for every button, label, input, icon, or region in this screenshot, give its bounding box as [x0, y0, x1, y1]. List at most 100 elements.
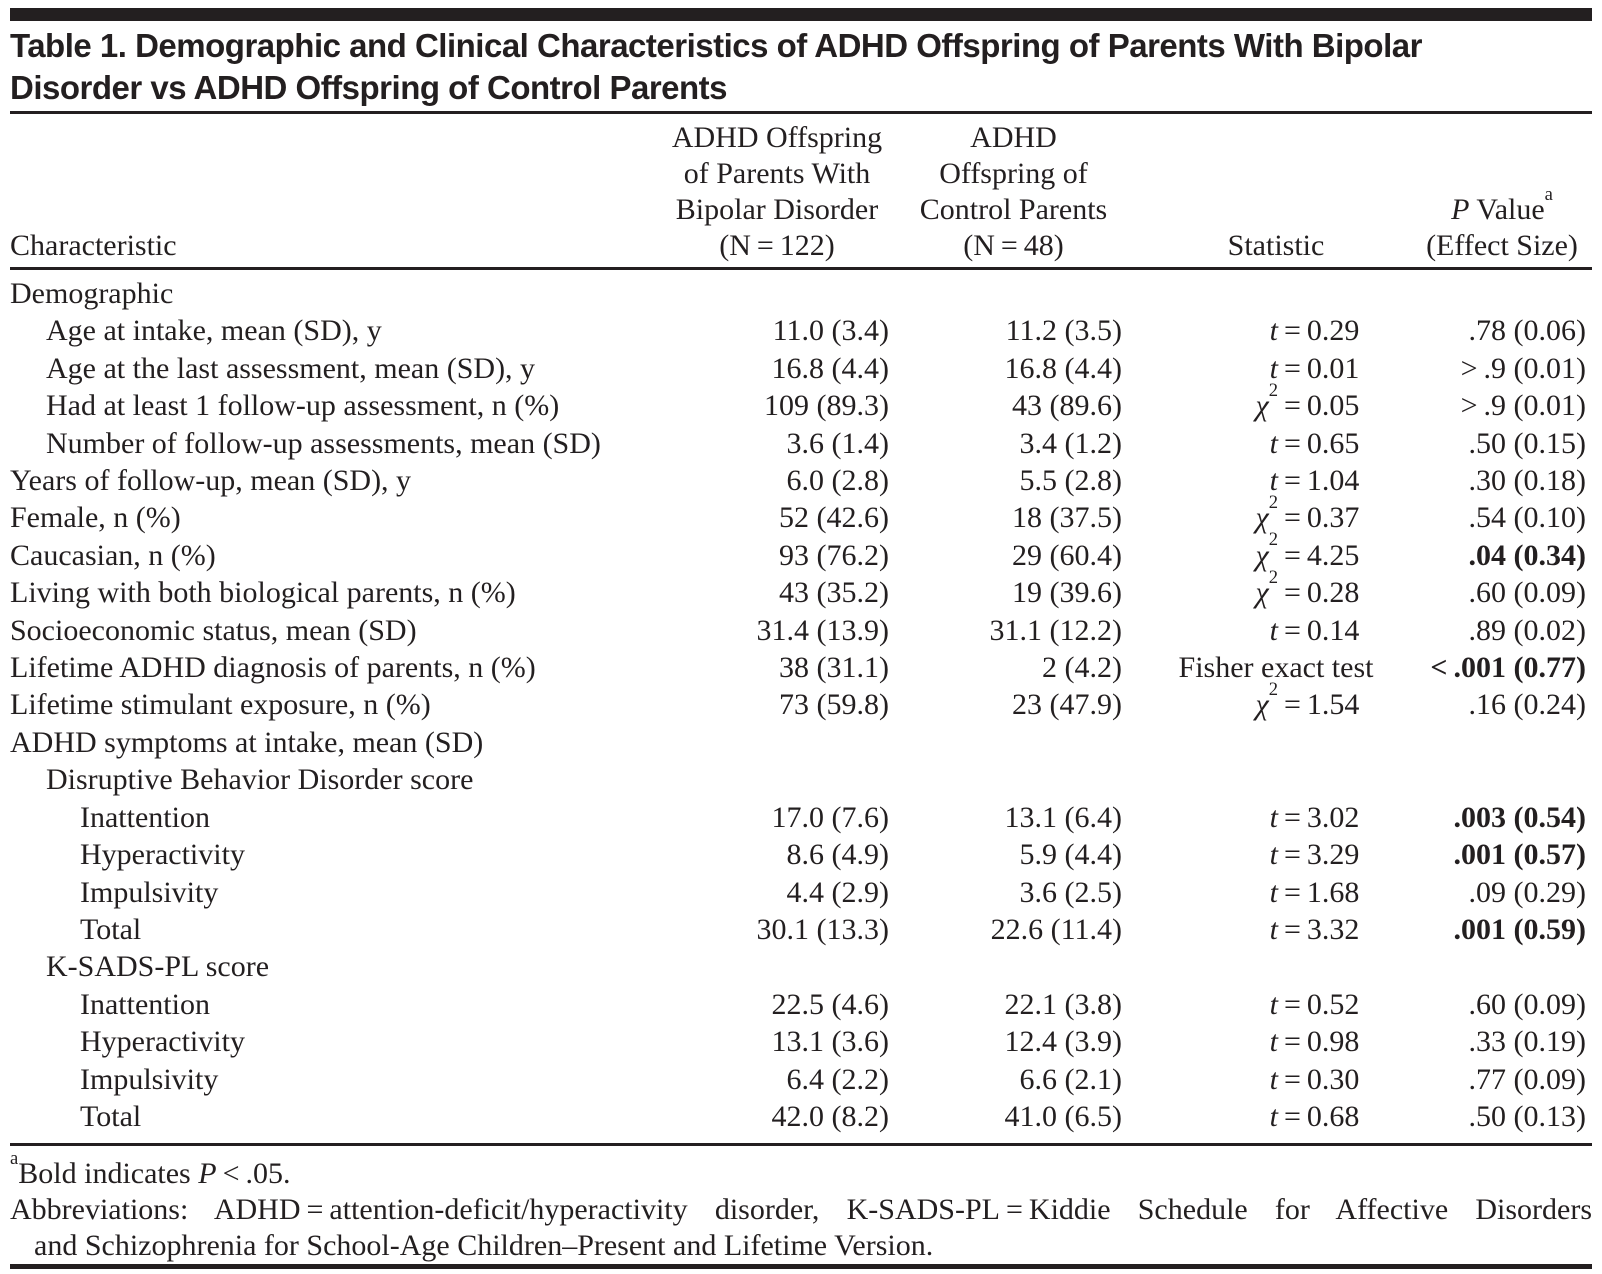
control-value: [905, 269, 1140, 313]
table-row: Age at the last assessment, mean (SD), y…: [10, 350, 1592, 387]
table-row: Impulsivity 4.4 (2.9) 3.6 (2.5) t = 1.68 .09…: [10, 874, 1592, 911]
statistic-value: [1140, 269, 1412, 313]
row-label: Number of follow-up assessments, mean (S…: [46, 426, 601, 460]
control-value: 5.5 (2.8): [1019, 464, 1122, 498]
bipolar-value: 38 (31.1): [779, 651, 889, 685]
chi-squared-exponent: 2: [1268, 679, 1278, 701]
p-value: .003 (0.54): [1453, 800, 1586, 834]
p-value: .50 (0.15): [1468, 426, 1586, 460]
footnote-a-superscript: a: [10, 1147, 19, 1169]
statistic-value: Fisher exact test: [1178, 651, 1374, 685]
control-value: 13.1 (6.4): [1004, 800, 1122, 834]
bipolar-value: 30.1 (13.3): [756, 912, 889, 946]
p-value: > .9 (0.01): [1460, 351, 1586, 385]
bipolar-header-line: Bipolar Disorder: [675, 193, 879, 226]
row-label: Had at least 1 follow-up assessment, n (…: [46, 389, 560, 423]
table-row: Lifetime stimulant exposure, n (%) 73 (59…: [10, 680, 1592, 723]
bipolar-value: 6.4 (2.2): [786, 1062, 889, 1096]
control-value: 16.8 (4.4): [1004, 351, 1122, 385]
table-body: Demographic Age at intake, mean (SD), y 11…: [10, 269, 1592, 1136]
row-label: Lifetime ADHD diagnosis of parents, n (%…: [10, 651, 536, 685]
p-value: [1412, 724, 1592, 761]
statistic-value: t = 0.30: [1269, 1062, 1360, 1096]
control-value: 19 (39.6): [1012, 576, 1122, 610]
col-header-statistic: Statistic: [1140, 114, 1412, 270]
bipolar-value: 52 (42.6): [779, 501, 889, 535]
p-value: .54 (0.10): [1468, 501, 1586, 535]
control-header-line: ADHD: [970, 121, 1057, 154]
p-value: .001 (0.57): [1453, 838, 1586, 872]
row-label: Hyperactivity: [80, 1025, 245, 1059]
row-label: Disruptive Behavior Disorder score: [46, 763, 474, 797]
bipolar-value: 73 (59.8): [779, 688, 889, 722]
row-label: Total: [80, 1099, 142, 1133]
p-value: .60 (0.09): [1468, 576, 1586, 610]
statistic-value: t = 1.68: [1269, 875, 1360, 909]
p-value: .001 (0.59): [1453, 912, 1586, 946]
statistic-value: t = 3.32: [1269, 912, 1360, 946]
bottom-rule: [10, 1264, 1592, 1270]
p-value: .33 (0.19): [1468, 1025, 1586, 1059]
footnotes: aBold indicates P < .05. Abbreviations: …: [10, 1149, 1592, 1264]
row-label: Age at intake, mean (SD), y: [46, 314, 382, 348]
bipolar-value: 6.0 (2.8): [786, 464, 889, 498]
abbreviations-line2: and Schizophrenia for School-Age Childre…: [34, 1229, 934, 1263]
col-header-bipolar-group: ADHD Offspring of Parents With Bipolar D…: [665, 114, 905, 270]
bipolar-value: 11.0 (3.4): [772, 314, 889, 348]
row-label: Years of follow-up, mean (SD), y: [10, 464, 412, 498]
control-value: 31.1 (12.2): [989, 613, 1122, 647]
footnote-abbreviations: Abbreviations: ADHD = attention-deficit/…: [10, 1192, 1592, 1264]
bipolar-value: 43 (35.2): [779, 576, 889, 610]
bipolar-value: 17.0 (7.6): [771, 800, 889, 834]
table-row: Had at least 1 follow-up assessment, n (…: [10, 379, 1592, 424]
statistic-value: χ2 = 0.28: [1255, 566, 1360, 610]
title-rule: [10, 111, 1592, 114]
table-row: Hyperactivity 13.1 (3.6) 12.4 (3.9) t = 0.9…: [10, 1023, 1592, 1060]
control-value: [905, 724, 1140, 761]
table-row: Inattention 17.0 (7.6) 13.1 (6.4) t = 3.02.…: [10, 799, 1592, 836]
footnote-a: aBold indicates P < .05.: [10, 1149, 1592, 1192]
row-label: Impulsivity: [80, 1062, 219, 1096]
statistic-value: [1140, 948, 1412, 985]
control-value: 12.4 (3.9): [1004, 1025, 1122, 1059]
p-value: .60 (0.09): [1468, 987, 1586, 1021]
p-value: .04 (0.34): [1468, 538, 1586, 572]
top-rule: [10, 8, 1592, 21]
col-header-characteristic: Characteristic: [10, 114, 665, 270]
table-row: Demographic: [10, 269, 1592, 313]
bipolar-value: 3.6 (1.4): [786, 426, 889, 460]
statistic-value: t = 0.14: [1269, 613, 1360, 647]
table-row: Caucasian, n (%) 93 (76.2) 29 (60.4) χ2 = 4…: [10, 529, 1592, 574]
statistic-value: [1140, 761, 1412, 798]
statistic-value: χ2 = 0.37: [1255, 492, 1360, 535]
statistic-value: t = 0.98: [1269, 1025, 1360, 1059]
p-value: .89 (0.02): [1468, 613, 1586, 647]
control-header-n: (N = 48): [963, 229, 1064, 262]
table-row: Female, n (%) 52 (42.6) 18 (37.5) χ2 = 0.37…: [10, 492, 1592, 536]
control-value: 43 (89.6): [1012, 389, 1122, 423]
demographics-table: Characteristic ADHD Offspring of Parents…: [10, 114, 1592, 1135]
p-value: > .9 (0.01): [1460, 389, 1586, 423]
bipolar-value: 13.1 (3.6): [771, 1025, 889, 1059]
table-row: Total 42.0 (8.2) 41.0 (6.5) t = 0.68 .50 (0.…: [10, 1098, 1592, 1135]
table-row: Lifetime ADHD diagnosis of parents, n (%…: [10, 649, 1592, 686]
statistic-value: χ2 = 0.05: [1255, 379, 1360, 423]
control-value: 5.9 (4.4): [1019, 838, 1122, 872]
row-label: Inattention: [80, 987, 210, 1021]
control-header-line: Control Parents: [919, 193, 1108, 226]
table-row: Impulsivity 6.4 (2.2) 6.6 (2.1) t = 0.30 .77…: [10, 1061, 1592, 1098]
table-row: Total 30.1 (13.3) 22.6 (11.4) t = 3.32 .001 …: [10, 911, 1592, 948]
control-value: 22.6 (11.4): [990, 912, 1122, 946]
bipolar-value: 22.5 (4.6): [771, 987, 889, 1021]
statistic-value: χ2 = 4.25: [1255, 529, 1360, 572]
pvalue-header-line2: (Effect Size): [1426, 229, 1578, 262]
control-value: [905, 948, 1140, 985]
row-label: Living with both biological parents, n (…: [10, 576, 516, 610]
bipolar-value: 93 (76.2): [779, 538, 889, 572]
row-label: Socioeconomic status, mean (SD): [10, 613, 417, 647]
statistic-value: t = 0.29: [1269, 314, 1360, 348]
row-label: ADHD symptoms at intake, mean (SD): [10, 725, 484, 759]
statistic-value: [1140, 724, 1412, 761]
control-value: 18 (37.5): [1012, 501, 1122, 535]
